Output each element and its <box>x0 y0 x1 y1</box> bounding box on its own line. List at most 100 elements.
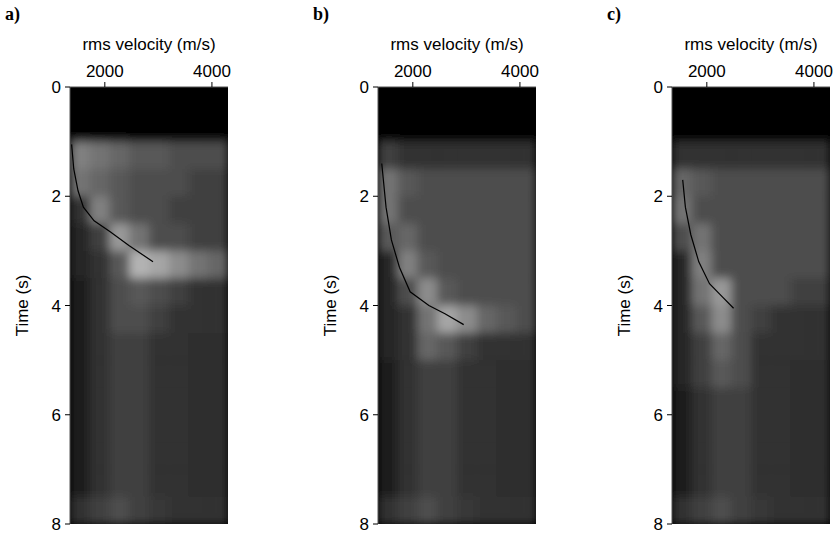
semblance-cell <box>692 196 712 224</box>
semblance-cell <box>731 224 751 252</box>
semblance-cell <box>149 169 169 197</box>
semblance-cell <box>810 387 830 415</box>
semblance-cell <box>70 251 90 279</box>
semblance-cell <box>418 251 438 279</box>
x-tick-label: 4000 <box>193 62 231 81</box>
semblance-cell <box>189 469 209 497</box>
semblance-cell <box>477 306 497 334</box>
semblance-cell <box>672 196 692 224</box>
semblance-cell <box>110 114 130 142</box>
semblance-cell <box>731 169 751 197</box>
semblance-cell <box>149 196 169 224</box>
panel-letter: c) <box>607 4 621 25</box>
semblance-cell <box>189 114 209 142</box>
semblance-cell <box>208 142 228 170</box>
semblance-cell <box>90 114 110 142</box>
semblance-cell <box>751 114 771 142</box>
semblance-cell <box>418 333 438 361</box>
y-tick <box>667 305 672 306</box>
panel-letter: b) <box>313 4 329 25</box>
semblance-cell <box>208 497 228 524</box>
y-tick-label: 4 <box>360 297 369 316</box>
semblance-cell <box>477 442 497 470</box>
semblance-cell <box>731 306 751 334</box>
semblance-cell <box>497 442 517 470</box>
semblance-cell <box>771 469 791 497</box>
y-axis-title: Time (s) <box>13 275 32 337</box>
semblance-cell <box>418 469 438 497</box>
semblance-cell <box>771 278 791 306</box>
semblance-cell <box>70 415 90 443</box>
semblance-cell <box>437 169 457 197</box>
semblance-cell <box>516 497 536 524</box>
semblance-cell <box>810 360 830 388</box>
semblance-cell <box>70 469 90 497</box>
semblance-cell <box>398 360 418 388</box>
semblance-cell <box>731 360 751 388</box>
semblance-cell <box>477 497 497 524</box>
semblance-cell <box>189 333 209 361</box>
semblance-cell <box>516 142 536 170</box>
semblance-cell <box>378 114 398 142</box>
x-axis-title: rms velocity (m/s) <box>684 35 817 54</box>
semblance-cell <box>90 306 110 334</box>
semblance-cell <box>692 306 712 334</box>
semblance-cell <box>208 224 228 252</box>
semblance-cell <box>129 114 149 142</box>
semblance-cell <box>692 387 712 415</box>
semblance-cell <box>189 196 209 224</box>
semblance-cell <box>398 169 418 197</box>
semblance-cell <box>189 224 209 252</box>
plot-area <box>70 87 228 524</box>
semblance-cell <box>418 497 438 524</box>
semblance-cell <box>418 415 438 443</box>
semblance-cell <box>418 142 438 170</box>
semblance-cell <box>477 469 497 497</box>
semblance-cell <box>810 278 830 306</box>
x-tick-label: 2000 <box>86 62 124 81</box>
semblance-cell <box>110 224 130 252</box>
y-tick-label: 0 <box>52 78 61 97</box>
semblance-cell <box>810 251 830 279</box>
x-tick-label: 2000 <box>688 62 726 81</box>
semblance-cell <box>791 224 811 252</box>
semblance-cell <box>129 387 149 415</box>
semblance-cell <box>751 306 771 334</box>
semblance-cell <box>751 169 771 197</box>
semblance-cell <box>672 87 692 115</box>
semblance-cell <box>437 415 457 443</box>
x-axis-title: rms velocity (m/s) <box>390 35 523 54</box>
semblance-cell <box>477 251 497 279</box>
semblance-cell <box>751 415 771 443</box>
semblance-cell <box>477 387 497 415</box>
semblance-cell <box>692 497 712 524</box>
semblance-cell <box>791 360 811 388</box>
semblance-cell <box>771 387 791 415</box>
semblance-cell <box>70 442 90 470</box>
semblance-cell <box>497 469 517 497</box>
semblance-cell <box>810 415 830 443</box>
semblance-cell <box>437 469 457 497</box>
semblance-cell <box>731 196 751 224</box>
semblance-cell <box>516 251 536 279</box>
semblance-cell <box>208 278 228 306</box>
semblance-cell <box>189 415 209 443</box>
semblance-cell <box>791 87 811 115</box>
semblance-cell <box>189 251 209 279</box>
semblance-cell <box>712 442 732 470</box>
semblance-cell <box>189 87 209 115</box>
semblance-cell <box>516 169 536 197</box>
x-tick <box>813 82 814 87</box>
semblance-cell <box>731 87 751 115</box>
y-tick <box>373 87 378 88</box>
semblance-cell <box>398 415 418 443</box>
semblance-cell <box>110 196 130 224</box>
semblance-cell <box>437 497 457 524</box>
semblance-cell <box>672 114 692 142</box>
semblance-cell <box>791 469 811 497</box>
semblance-cell <box>437 224 457 252</box>
semblance-cell <box>457 333 477 361</box>
semblance-cell <box>437 196 457 224</box>
semblance-cell <box>90 142 110 170</box>
y-tick <box>373 305 378 306</box>
